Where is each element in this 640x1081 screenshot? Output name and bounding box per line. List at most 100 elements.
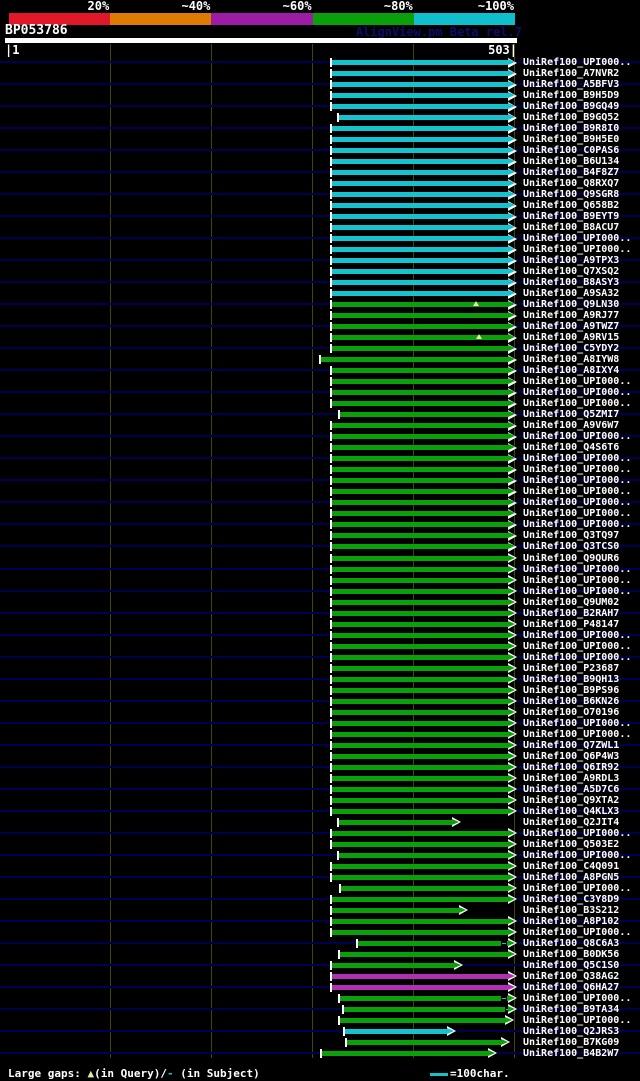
hit-bar[interactable] bbox=[321, 357, 509, 363]
hit-label[interactable]: UniRef100_Q8C6A3 bbox=[523, 937, 620, 949]
hit-bar[interactable] bbox=[332, 82, 509, 87]
hit-label[interactable]: UniRef100_Q7XSQ2 bbox=[523, 266, 620, 278]
hit-label[interactable]: UniRef100_Q9SGR8 bbox=[523, 189, 620, 201]
hit-label[interactable]: UniRef100_A5BFV3 bbox=[523, 79, 620, 90]
hit-label[interactable]: UniRef100_Q9LN30 bbox=[523, 299, 620, 311]
hit-label[interactable]: UniRef100_Q6P4W3 bbox=[523, 750, 620, 762]
hit-bar[interactable] bbox=[332, 753, 509, 759]
hit-label[interactable]: UniRef100_Q6HA27 bbox=[523, 981, 620, 993]
hit-bar[interactable] bbox=[339, 995, 509, 1001]
hit-label[interactable]: UniRef100_UPI000.. bbox=[523, 992, 632, 1004]
hit-label[interactable]: UniRef100_A5D7C6 bbox=[523, 783, 620, 795]
hit-bar[interactable] bbox=[332, 170, 509, 176]
hit-label[interactable]: UniRef100_UPI000.. bbox=[523, 651, 632, 663]
hit-label[interactable]: UniRef100_B6U134 bbox=[523, 156, 620, 168]
hit-bar[interactable] bbox=[332, 280, 509, 286]
hit-label[interactable]: UniRef100_Q6IR92 bbox=[523, 761, 620, 773]
hit-label[interactable]: UniRef100_UPI000.. bbox=[523, 717, 632, 729]
hit-bar[interactable] bbox=[332, 313, 509, 319]
hit-label[interactable]: UniRef100_C5YDY2 bbox=[523, 343, 620, 355]
hit-bar[interactable] bbox=[332, 269, 509, 275]
hit-bar[interactable] bbox=[332, 324, 509, 330]
hit-bar[interactable] bbox=[322, 1050, 489, 1056]
hit-label[interactable]: UniRef100_UPI000.. bbox=[523, 475, 632, 487]
hit-label[interactable]: UniRef100_UPI000.. bbox=[523, 849, 632, 861]
hit-label[interactable]: UniRef100_UPI000.. bbox=[523, 431, 632, 443]
hit-label[interactable]: UniRef100_Q3TQ97 bbox=[523, 530, 620, 542]
hit-bar[interactable] bbox=[332, 533, 509, 539]
hit-label[interactable]: UniRef100_Q2JRS3 bbox=[523, 1025, 620, 1037]
hit-label[interactable]: UniRef100_A8IYW8 bbox=[523, 354, 620, 366]
hit-bar[interactable] bbox=[332, 302, 509, 308]
hit-bar[interactable] bbox=[332, 137, 509, 143]
hit-bar[interactable] bbox=[346, 1039, 502, 1045]
hit-bar[interactable] bbox=[332, 632, 509, 638]
hit-bar[interactable] bbox=[338, 852, 509, 858]
hit-label[interactable]: UniRef100_Q503E2 bbox=[523, 838, 620, 850]
hit-label[interactable]: UniRef100_Q3TCS0 bbox=[523, 541, 620, 553]
hit-label[interactable]: UniRef100_UPI000.. bbox=[523, 376, 632, 388]
hit-label[interactable]: UniRef100_C3Y8D9 bbox=[523, 893, 620, 905]
hit-label[interactable]: UniRef100_B9H5D9 bbox=[523, 90, 620, 101]
hit-label[interactable]: UniRef100_B8ACU7 bbox=[523, 222, 620, 234]
hit-bar[interactable] bbox=[332, 775, 509, 781]
hit-bar[interactable] bbox=[332, 456, 509, 462]
hit-bar[interactable] bbox=[332, 797, 509, 803]
hit-bar[interactable] bbox=[332, 401, 509, 407]
hit-label[interactable]: UniRef100_A9TWZ7 bbox=[523, 321, 620, 333]
hit-label[interactable]: UniRef100_UPI000.. bbox=[523, 585, 632, 597]
hit-bar[interactable] bbox=[332, 71, 509, 76]
hit-label[interactable]: UniRef100_Q5C1S0 bbox=[523, 959, 620, 971]
hit-bar[interactable] bbox=[332, 148, 509, 154]
hit-label[interactable]: UniRef100_A7NVR2 bbox=[523, 68, 620, 79]
hit-label[interactable]: UniRef100_B4B2W7 bbox=[523, 1047, 620, 1059]
hit-bar[interactable] bbox=[332, 126, 509, 132]
hit-label[interactable]: UniRef100_B9R8I0 bbox=[523, 123, 620, 135]
hit-label[interactable]: UniRef100_UPI000.. bbox=[523, 882, 632, 894]
hit-bar[interactable] bbox=[332, 984, 509, 990]
hit-label[interactable]: UniRef100_Q9QUR6 bbox=[523, 552, 620, 564]
hit-label[interactable]: UniRef100_UPI000.. bbox=[523, 629, 632, 641]
hit-bar[interactable] bbox=[332, 368, 509, 374]
hit-bar[interactable] bbox=[332, 335, 509, 341]
hit-bar[interactable] bbox=[332, 93, 509, 98]
hit-bar[interactable] bbox=[332, 742, 509, 748]
hit-label[interactable]: UniRef100_UPI000.. bbox=[523, 827, 632, 839]
hit-label[interactable]: UniRef100_UPI000.. bbox=[523, 926, 632, 938]
hit-label[interactable]: UniRef100_UPI000.. bbox=[523, 453, 632, 465]
hit-bar[interactable] bbox=[339, 951, 509, 957]
hit-label[interactable]: UniRef100_B8ASY3 bbox=[523, 277, 620, 289]
hit-label[interactable]: UniRef100_Q4KLX3 bbox=[523, 805, 620, 817]
hit-label[interactable]: UniRef100_UPI000.. bbox=[523, 486, 632, 498]
hit-bar[interactable] bbox=[332, 104, 509, 109]
hit-label[interactable]: UniRef100_A9RV15 bbox=[523, 332, 620, 344]
hit-bar[interactable] bbox=[343, 1006, 509, 1012]
hit-label[interactable]: UniRef100_UPI000.. bbox=[523, 519, 632, 531]
hit-label[interactable]: UniRef100_A9SA32 bbox=[523, 288, 620, 300]
hit-bar[interactable] bbox=[332, 291, 509, 297]
hit-bar[interactable] bbox=[332, 500, 509, 506]
hit-bar[interactable] bbox=[332, 577, 509, 583]
hit-label[interactable]: UniRef100_Q2JIT4 bbox=[523, 816, 620, 828]
hit-bar[interactable] bbox=[332, 698, 509, 704]
hit-bar[interactable] bbox=[332, 610, 509, 616]
hit-label[interactable]: UniRef100_Q5ZMI7 bbox=[523, 409, 620, 421]
hit-label[interactable]: UniRef100_P48147 bbox=[523, 618, 620, 630]
hit-bar[interactable] bbox=[332, 896, 509, 902]
hit-label[interactable]: UniRef100_UPI000.. bbox=[523, 398, 632, 410]
hit-bar[interactable] bbox=[332, 236, 509, 242]
hit-bar[interactable] bbox=[332, 566, 509, 572]
hit-label[interactable]: UniRef100_B9GQ49 bbox=[523, 101, 620, 112]
hit-bar[interactable] bbox=[332, 665, 509, 671]
hit-bar[interactable] bbox=[332, 676, 509, 682]
hit-label[interactable]: UniRef100_UPI000.. bbox=[523, 728, 632, 740]
hit-bar[interactable] bbox=[332, 247, 509, 253]
hit-label[interactable]: UniRef100_B9H5E0 bbox=[523, 134, 620, 146]
hit-bar[interactable] bbox=[332, 60, 509, 65]
hit-label[interactable]: UniRef100_UPI000.. bbox=[523, 563, 632, 575]
hit-label[interactable]: UniRef100_Q4S6T6 bbox=[523, 442, 620, 454]
hit-bar[interactable] bbox=[332, 962, 455, 968]
hit-bar[interactable] bbox=[332, 973, 509, 979]
hit-bar[interactable] bbox=[332, 588, 509, 594]
hit-bar[interactable] bbox=[332, 434, 509, 440]
